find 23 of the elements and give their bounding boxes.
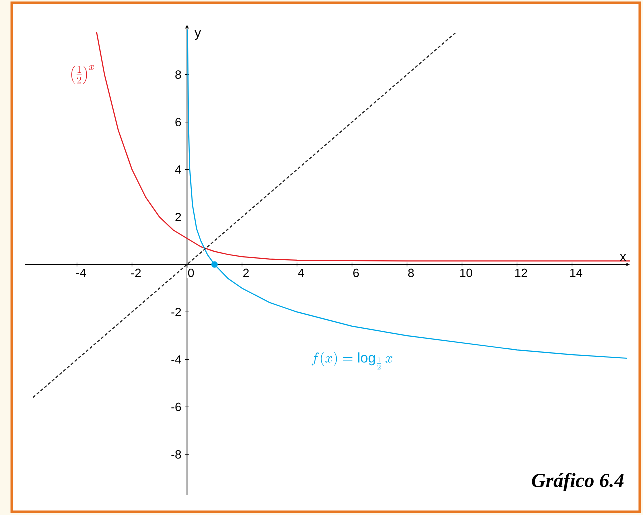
annotation: Gráfico 6.4 bbox=[532, 473, 624, 492]
x-tick-label: 10 bbox=[460, 268, 472, 278]
y-tick-label: 6 bbox=[176, 118, 182, 127]
x-axis-title: x bbox=[620, 254, 626, 262]
x-tick-label: 6 bbox=[354, 268, 360, 278]
y-tick-label: 8 bbox=[176, 70, 182, 80]
x-tick-label: 8 bbox=[408, 268, 414, 278]
x-tick-label: 2 bbox=[244, 268, 249, 278]
x-tick-label: 12 bbox=[516, 268, 528, 278]
y-tick-label: -8 bbox=[172, 450, 182, 459]
series-label: $f(x)=\log_{\frac{1}{2}}x$ bbox=[312, 352, 393, 370]
x-tick-label: 14 bbox=[570, 268, 583, 278]
series-label: $\left(\frac{1}{2}\right)^{x}$ bbox=[72, 66, 94, 84]
x-tick-label: -2 bbox=[131, 268, 141, 278]
x-tick-label: -4 bbox=[76, 268, 86, 278]
y-tick-label: -2 bbox=[172, 308, 182, 316]
y-tick-label: 2 bbox=[176, 213, 182, 222]
y-tick-label: -4 bbox=[172, 356, 182, 364]
x-tick-label: 4 bbox=[298, 268, 304, 278]
y-axis-title: y bbox=[194, 30, 202, 40]
x-tick-label: 0 bbox=[188, 268, 194, 278]
y-tick-label: 4 bbox=[175, 166, 182, 174]
y-tick-label: -6 bbox=[172, 402, 182, 412]
